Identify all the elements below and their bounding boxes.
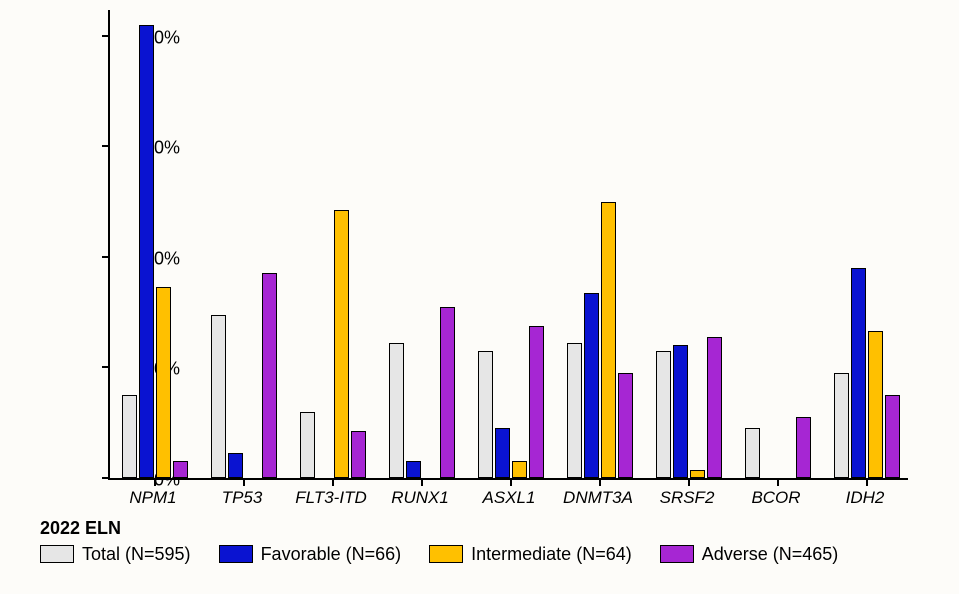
x-tick-6 <box>688 478 690 486</box>
y-tick-80 <box>102 35 110 37</box>
x-label-1: TP53 <box>222 488 263 508</box>
bar-adverse-1 <box>262 273 277 478</box>
bar-intermediate-8 <box>868 331 883 478</box>
bar-favorable-4 <box>495 428 510 478</box>
legend-swatch-total <box>40 545 74 563</box>
y-tick-0 <box>102 477 110 479</box>
bar-favorable-8 <box>851 268 866 478</box>
legend-label-total: Total (N=595) <box>82 544 191 565</box>
bar-total-0 <box>122 395 137 478</box>
bar-favorable-1 <box>228 453 243 478</box>
bar-intermediate-0 <box>156 287 171 478</box>
x-label-6: SRSF2 <box>660 488 715 508</box>
bar-adverse-3 <box>440 307 455 478</box>
bar-total-7 <box>745 428 760 478</box>
plot-area <box>108 10 908 480</box>
y-tick-40 <box>102 256 110 258</box>
bar-total-6 <box>656 351 671 478</box>
x-tick-8 <box>866 478 868 486</box>
y-tick-60 <box>102 145 110 147</box>
x-label-5: DNMT3A <box>563 488 633 508</box>
bar-favorable-0 <box>139 25 154 478</box>
bar-total-4 <box>478 351 493 478</box>
x-tick-5 <box>599 478 601 486</box>
x-tick-4 <box>510 478 512 486</box>
x-label-2: FLT3-ITD <box>295 488 366 508</box>
bar-favorable-3 <box>406 461 421 478</box>
bar-adverse-0 <box>173 461 188 478</box>
bar-adverse-7 <box>796 417 811 478</box>
chart-container: 0% 20% 40% 60% 80% <box>40 10 920 585</box>
bar-adverse-6 <box>707 337 722 478</box>
bar-adverse-2 <box>351 431 366 478</box>
bar-favorable-6 <box>673 345 688 478</box>
bar-favorable-5 <box>584 293 599 478</box>
y-tick-20 <box>102 366 110 368</box>
x-tick-3 <box>421 478 423 486</box>
x-label-4: ASXL1 <box>483 488 536 508</box>
x-tick-0 <box>154 478 156 486</box>
legend-swatch-intermediate <box>429 545 463 563</box>
x-tick-2 <box>332 478 334 486</box>
bar-adverse-4 <box>529 326 544 478</box>
legend-label-favorable: Favorable (N=66) <box>261 544 402 565</box>
bar-adverse-5 <box>618 373 633 478</box>
legend-title: 2022 ELN <box>40 518 121 539</box>
x-tick-7 <box>777 478 779 486</box>
legend-swatch-favorable <box>219 545 253 563</box>
x-label-7: BCOR <box>751 488 800 508</box>
bar-intermediate-2 <box>334 210 349 478</box>
x-label-0: NPM1 <box>129 488 176 508</box>
bar-intermediate-4 <box>512 461 527 478</box>
x-label-8: IDH2 <box>846 488 885 508</box>
bar-total-5 <box>567 343 582 478</box>
bar-total-3 <box>389 343 404 478</box>
legend-swatch-adverse <box>660 545 694 563</box>
bar-adverse-8 <box>885 395 900 478</box>
bar-intermediate-6 <box>690 470 705 478</box>
bar-total-8 <box>834 373 849 478</box>
legend-row: Total (N=595) Favorable (N=66) Intermedi… <box>40 542 866 566</box>
legend-label-intermediate: Intermediate (N=64) <box>471 544 632 565</box>
x-label-3: RUNX1 <box>391 488 449 508</box>
bar-total-1 <box>211 315 226 478</box>
legend-label-adverse: Adverse (N=465) <box>702 544 839 565</box>
bar-intermediate-5 <box>601 202 616 478</box>
x-tick-1 <box>243 478 245 486</box>
bar-total-2 <box>300 412 315 478</box>
